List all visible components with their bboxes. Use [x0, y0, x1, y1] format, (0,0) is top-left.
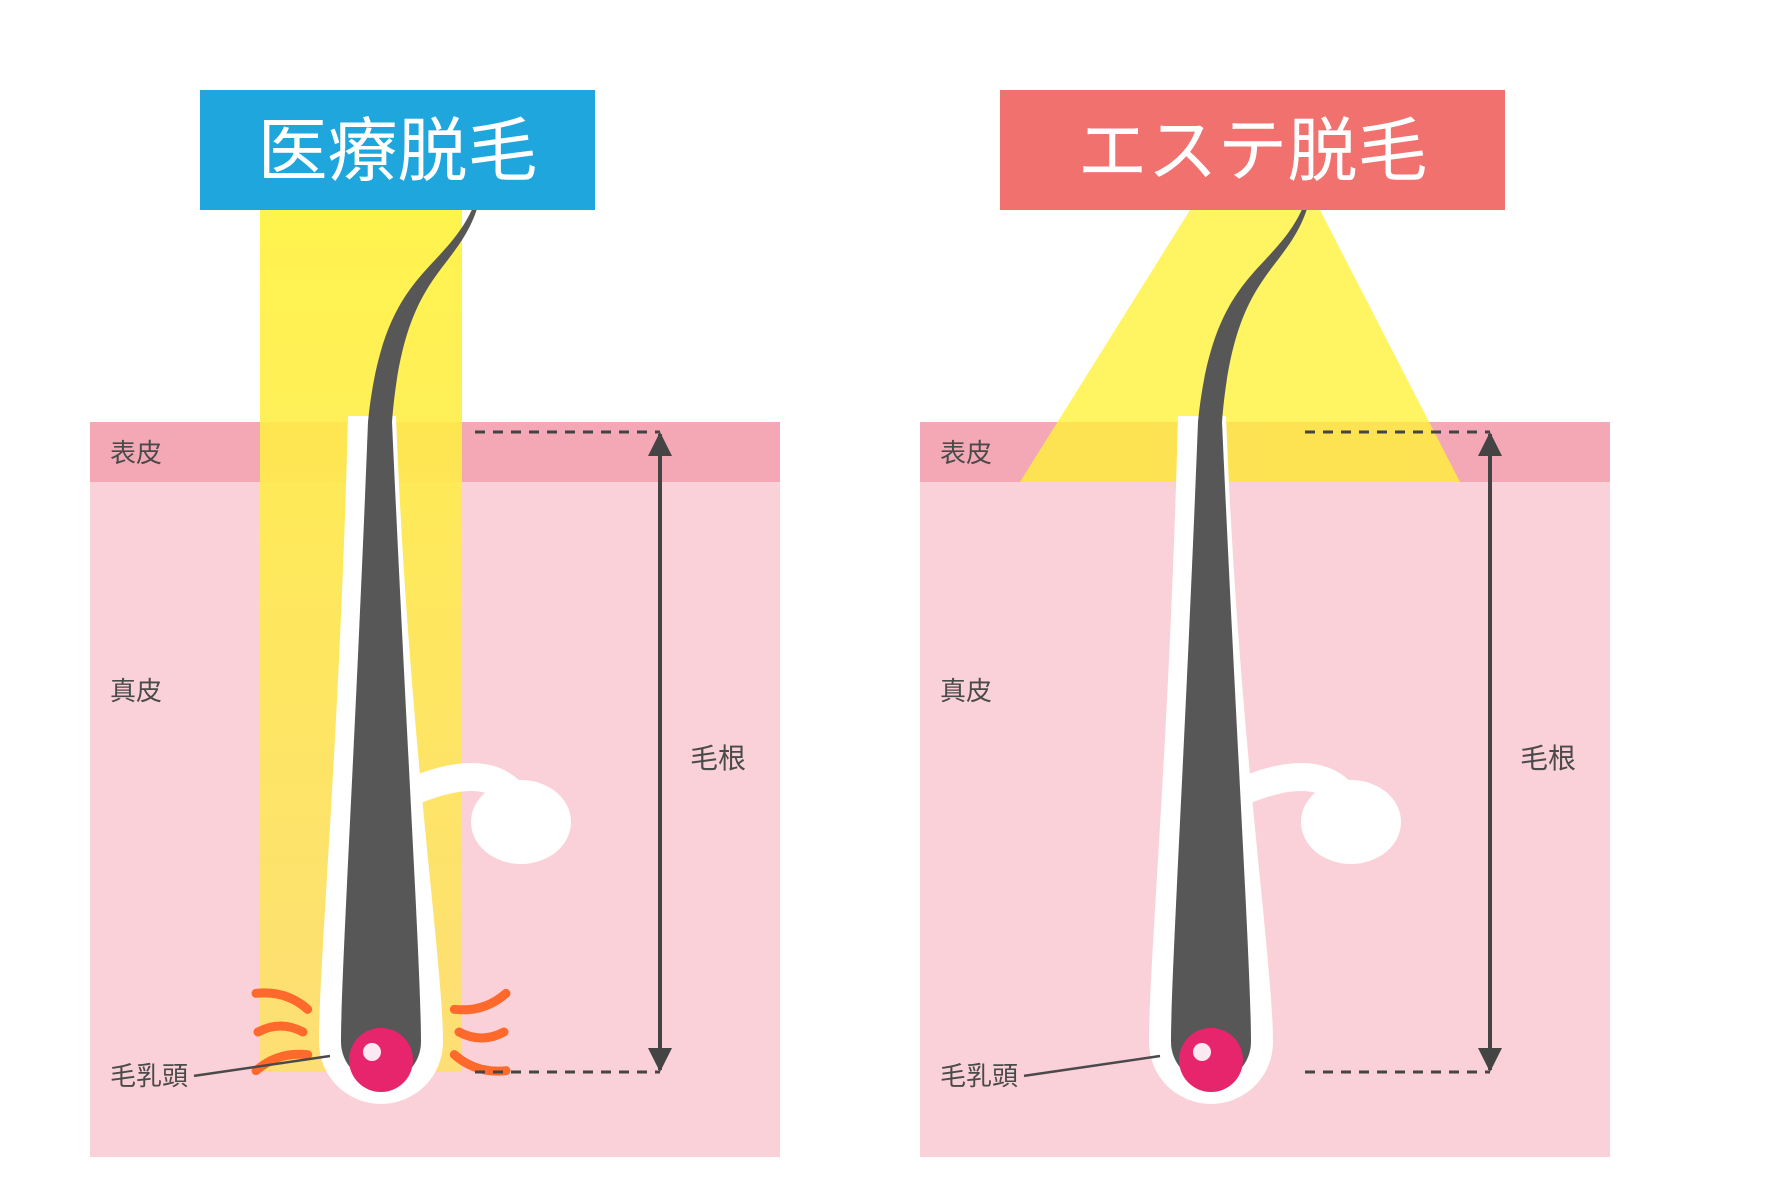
title-text-medical: 医療脱毛 — [258, 112, 538, 190]
papilla-highlight — [363, 1043, 381, 1061]
panel-medical: 表皮真皮毛根毛乳頭 医療脱毛 — [90, 90, 780, 1157]
hair-root-label: 毛根 — [690, 743, 746, 774]
dermis-label: 真皮 — [940, 676, 992, 706]
diagram-svg: 表皮真皮毛根毛乳頭 医療脱毛表皮真皮毛根毛乳頭 エステ脱毛 — [0, 0, 1788, 1204]
papilla — [349, 1028, 413, 1092]
papilla — [1179, 1028, 1243, 1092]
beam — [1020, 210, 1460, 482]
papilla-highlight — [1193, 1043, 1211, 1061]
gland — [471, 780, 571, 864]
papilla-label: 毛乳頭 — [940, 1061, 1018, 1091]
epidermis-label: 表皮 — [110, 438, 162, 468]
epidermis-label: 表皮 — [940, 438, 992, 468]
gland — [1301, 780, 1401, 864]
title-text-esthetic: エステ脱毛 — [1078, 112, 1428, 190]
dermis-label: 真皮 — [110, 676, 162, 706]
diagram-stage: 表皮真皮毛根毛乳頭 医療脱毛表皮真皮毛根毛乳頭 エステ脱毛 — [0, 0, 1788, 1204]
papilla-label: 毛乳頭 — [110, 1061, 188, 1091]
panel-esthetic: 表皮真皮毛根毛乳頭 エステ脱毛 — [920, 90, 1610, 1157]
hair-root-label: 毛根 — [1520, 743, 1576, 774]
